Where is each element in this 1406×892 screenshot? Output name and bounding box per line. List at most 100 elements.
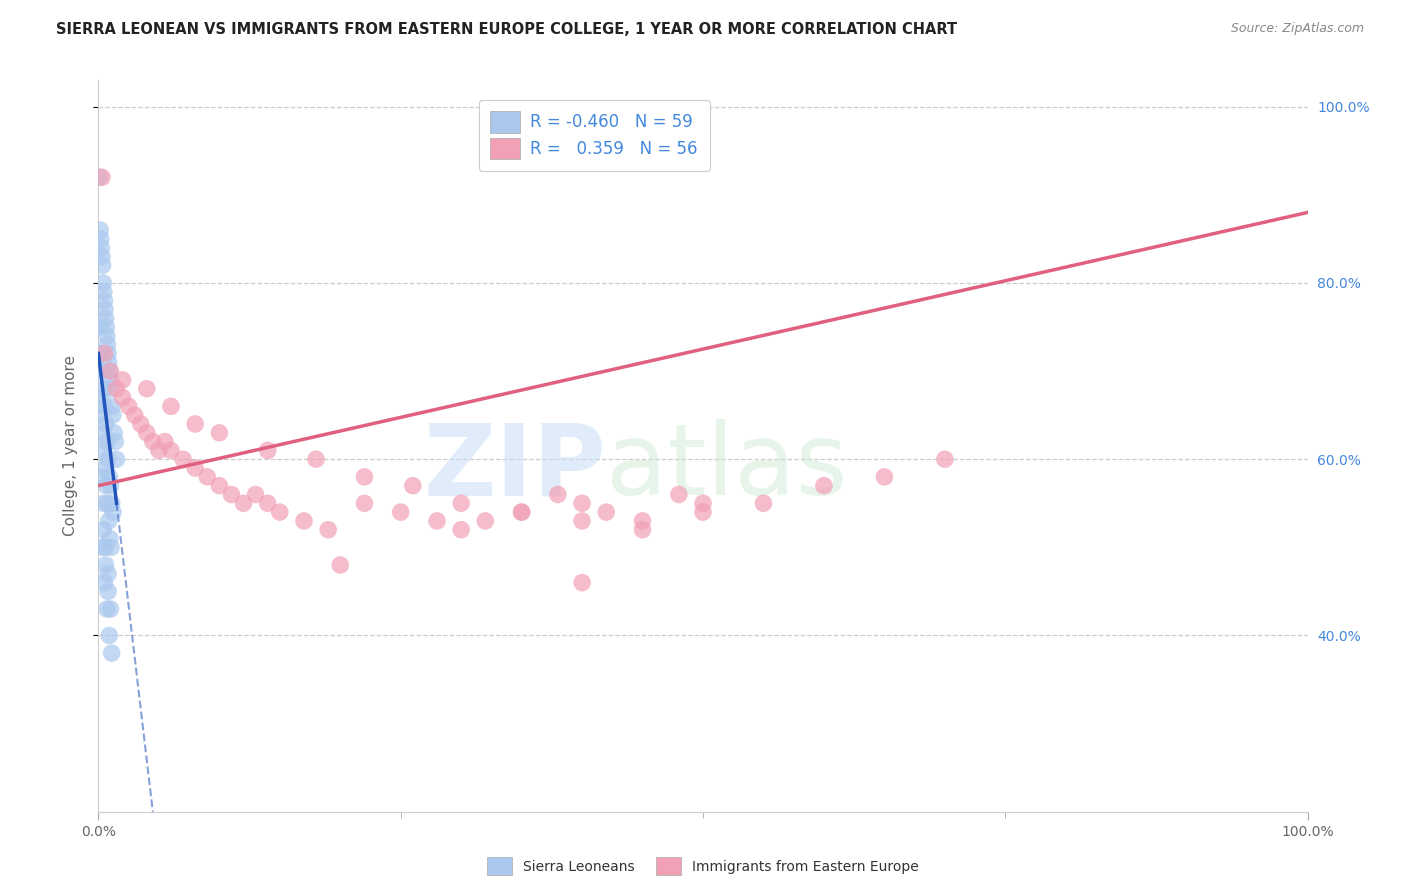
Text: ZIP: ZIP xyxy=(423,419,606,516)
Point xyxy=(111,391,134,405)
Point xyxy=(195,470,218,484)
Point xyxy=(97,355,120,369)
Point xyxy=(100,364,122,378)
Point xyxy=(813,478,835,492)
Point xyxy=(97,346,120,360)
Point xyxy=(160,443,183,458)
Point xyxy=(631,514,654,528)
Point xyxy=(129,417,152,431)
Point xyxy=(221,487,243,501)
Text: SIERRA LEONEAN VS IMMIGRANTS FROM EASTERN EUROPE COLLEGE, 1 YEAR OR MORE CORRELA: SIERRA LEONEAN VS IMMIGRANTS FROM EASTER… xyxy=(56,22,957,37)
Point xyxy=(93,575,115,590)
Point xyxy=(100,646,122,660)
Point xyxy=(692,496,714,510)
Point xyxy=(91,523,114,537)
Point xyxy=(90,470,112,484)
Point xyxy=(160,400,183,414)
Point xyxy=(668,487,690,501)
Point xyxy=(256,443,278,458)
Point xyxy=(474,514,496,528)
Point xyxy=(752,496,775,510)
Y-axis label: College, 1 year or more: College, 1 year or more xyxy=(63,356,77,536)
Point xyxy=(153,434,176,449)
Point xyxy=(510,505,533,519)
Point xyxy=(91,170,114,185)
Point xyxy=(91,382,114,396)
Point xyxy=(100,602,122,616)
Point xyxy=(692,505,714,519)
Point xyxy=(934,452,956,467)
Point xyxy=(292,514,315,528)
Point xyxy=(353,496,375,510)
Point xyxy=(631,523,654,537)
Point xyxy=(873,470,896,484)
Point xyxy=(90,232,112,246)
Point xyxy=(94,558,117,572)
Point xyxy=(93,285,115,299)
Point xyxy=(91,258,114,272)
Text: atlas: atlas xyxy=(606,419,848,516)
Point xyxy=(450,523,472,537)
Point xyxy=(232,496,254,510)
Point xyxy=(89,391,111,405)
Point xyxy=(90,346,112,360)
Point xyxy=(103,425,125,440)
Point xyxy=(135,425,157,440)
Point xyxy=(96,602,118,616)
Point xyxy=(105,452,128,467)
Point xyxy=(91,541,114,555)
Point xyxy=(595,505,617,519)
Point xyxy=(100,496,122,510)
Point xyxy=(101,505,124,519)
Point xyxy=(90,241,112,255)
Point xyxy=(329,558,352,572)
Point xyxy=(389,505,412,519)
Point xyxy=(124,408,146,422)
Point xyxy=(97,566,120,581)
Point xyxy=(96,434,118,449)
Point xyxy=(402,478,425,492)
Point xyxy=(100,400,122,414)
Point xyxy=(93,400,115,414)
Point xyxy=(510,505,533,519)
Point xyxy=(89,223,111,237)
Point xyxy=(118,400,141,414)
Point xyxy=(208,478,231,492)
Point xyxy=(571,514,593,528)
Point xyxy=(101,408,124,422)
Point xyxy=(89,170,111,185)
Point xyxy=(90,408,112,422)
Point xyxy=(208,425,231,440)
Point xyxy=(97,452,120,467)
Point xyxy=(172,452,194,467)
Point xyxy=(96,329,118,343)
Point xyxy=(98,628,121,642)
Point xyxy=(184,417,207,431)
Point xyxy=(305,452,328,467)
Point xyxy=(547,487,569,501)
Point xyxy=(93,346,115,360)
Point xyxy=(98,470,121,484)
Point xyxy=(104,434,127,449)
Point xyxy=(96,320,118,334)
Point xyxy=(98,532,121,546)
Point xyxy=(426,514,449,528)
Point xyxy=(93,293,115,308)
Point xyxy=(571,496,593,510)
Point xyxy=(91,276,114,290)
Point xyxy=(96,496,118,510)
Point xyxy=(256,496,278,510)
Point xyxy=(91,364,114,378)
Point xyxy=(91,425,114,440)
Text: Source: ZipAtlas.com: Source: ZipAtlas.com xyxy=(1230,22,1364,36)
Point xyxy=(94,461,117,475)
Point xyxy=(89,320,111,334)
Point xyxy=(100,478,122,492)
Point xyxy=(96,337,118,351)
Point xyxy=(98,373,121,387)
Point xyxy=(142,434,165,449)
Point xyxy=(91,496,114,510)
Point xyxy=(100,541,122,555)
Point xyxy=(94,541,117,555)
Point xyxy=(353,470,375,484)
